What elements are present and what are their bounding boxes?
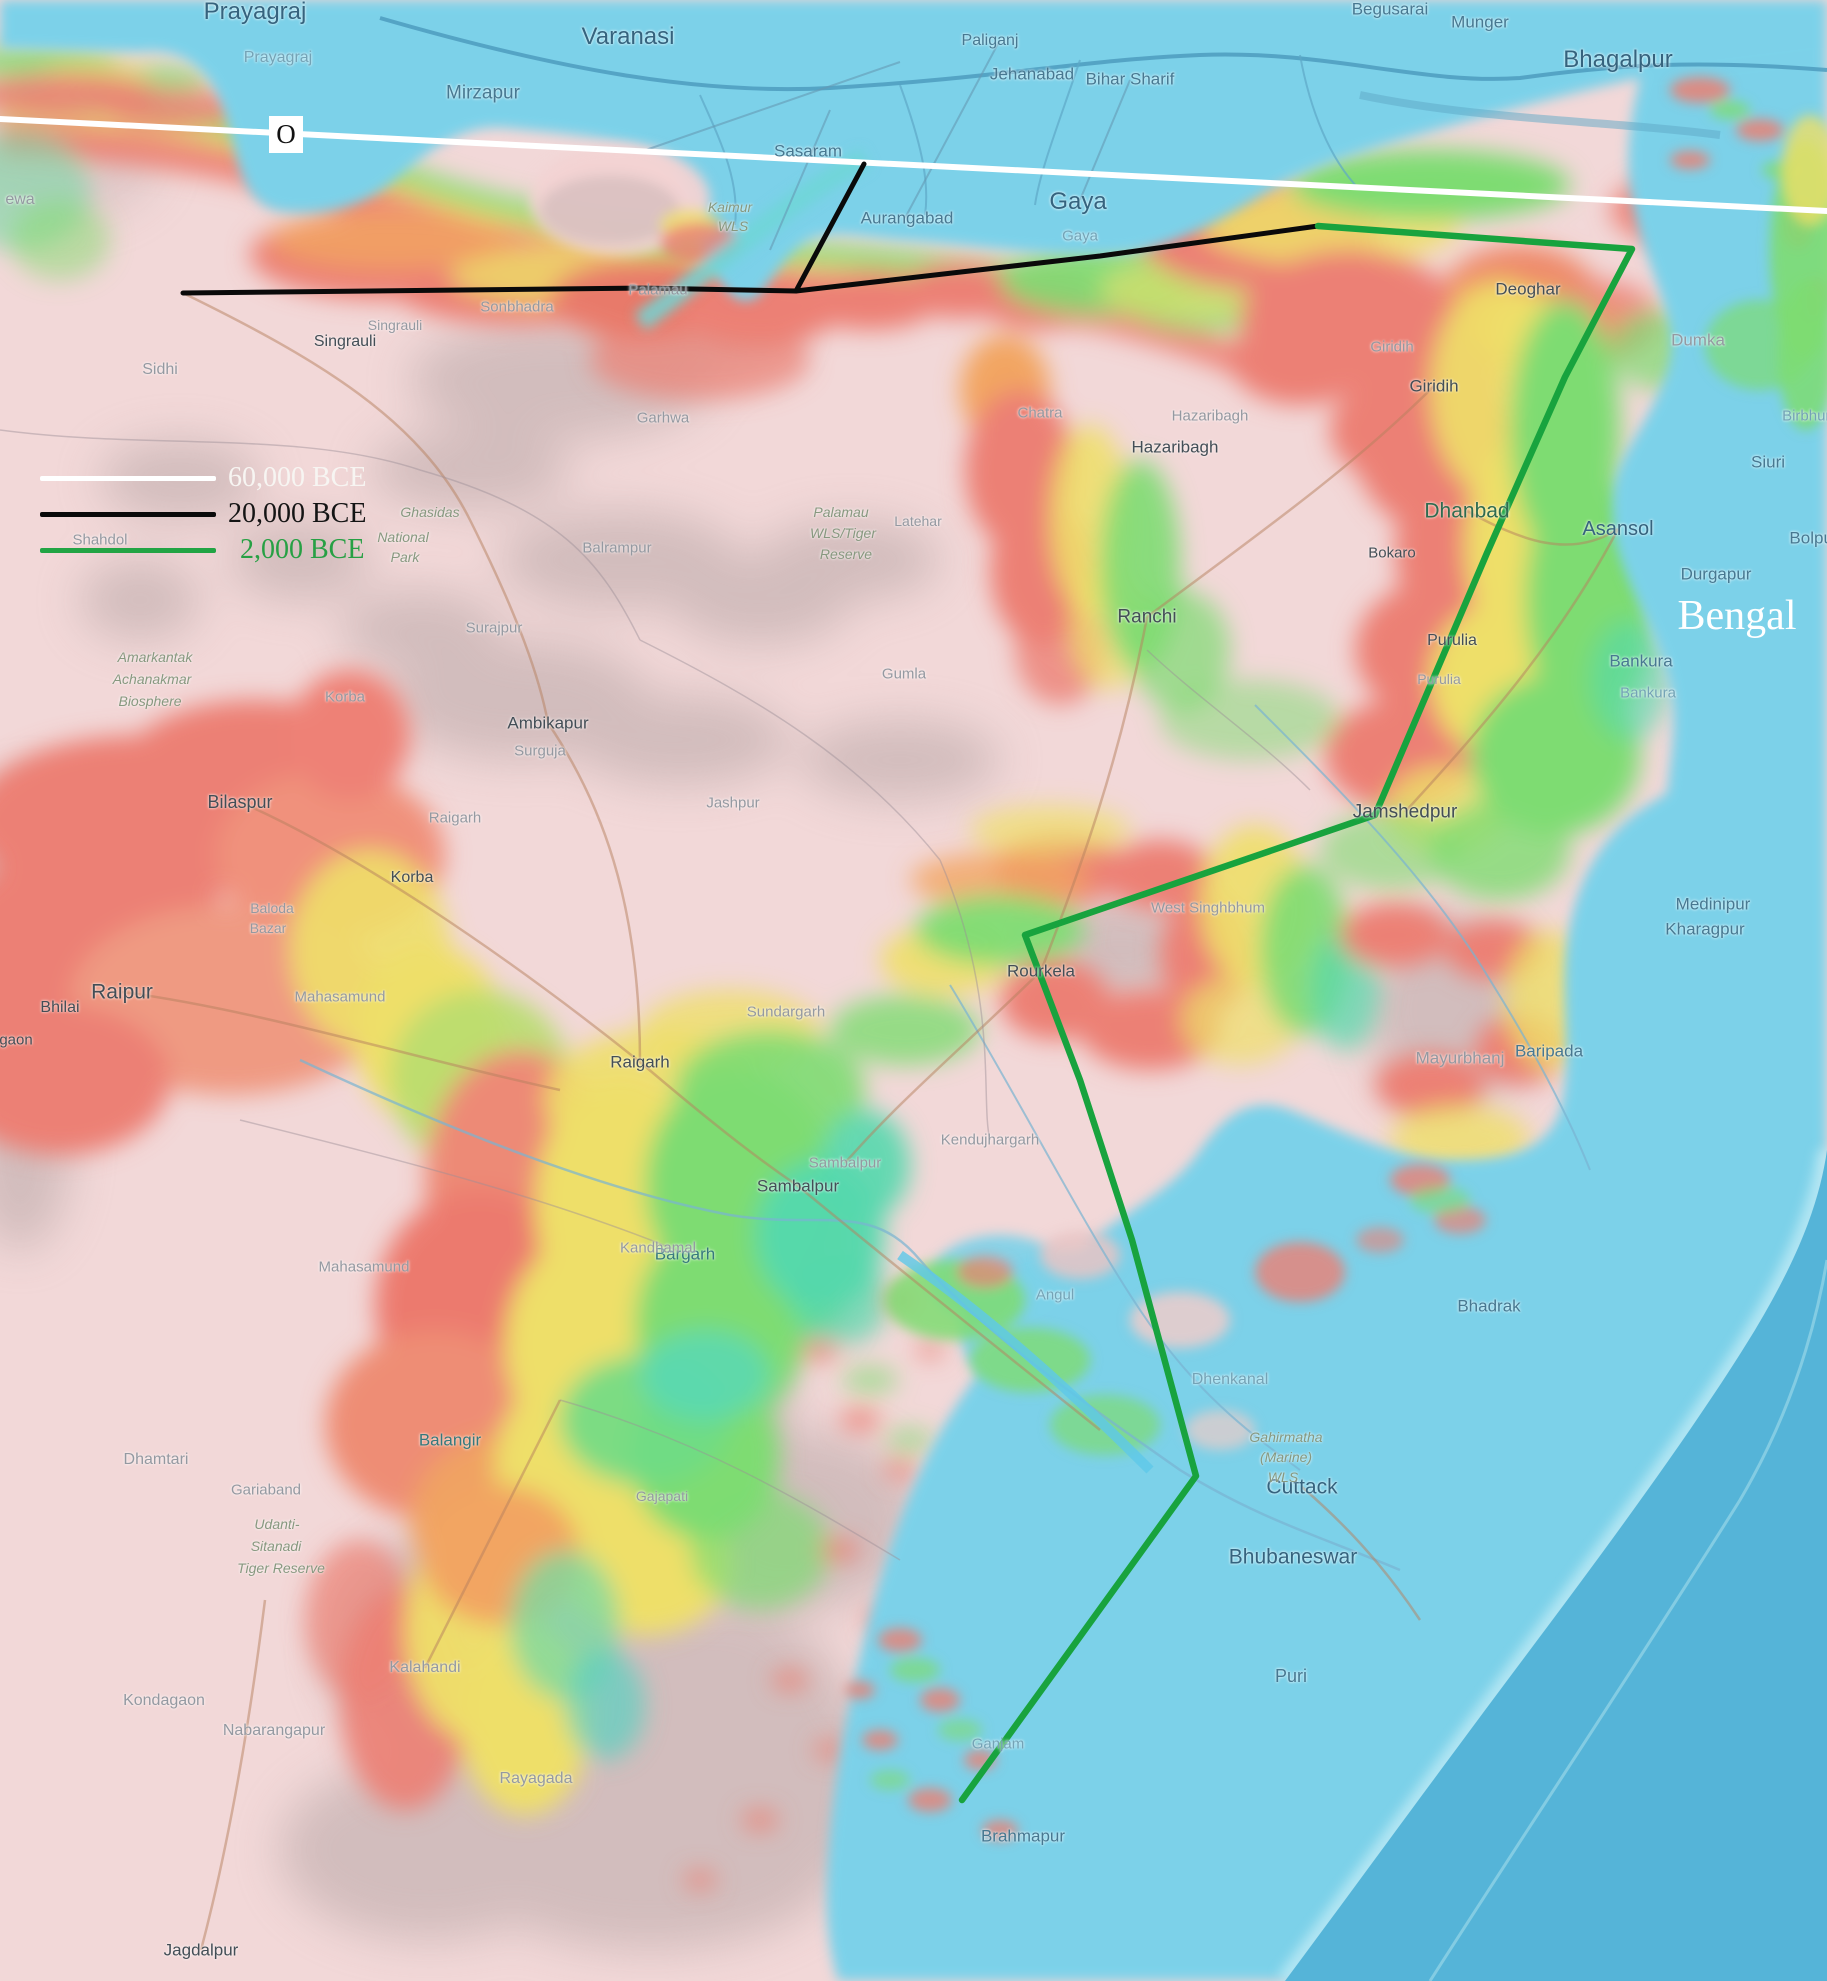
sea-route-line [1428,1259,1827,1981]
rivers-roads [0,16,1827,1951]
legend-line-swatch-60000 [40,476,216,481]
shoreline-20000-bce [793,161,867,294]
deep-sea [1285,1150,1827,1981]
legend-label-2000: 2,000 BCE [240,534,365,565]
legend-line-swatch-2000 [40,548,216,553]
shoreline-2000-bce [958,222,1636,1804]
legend-label-60000: 60,000 BCE [228,462,367,493]
origin-marker: O [269,116,303,153]
shoreline-60000-bce [0,116,1827,214]
legend-label-20000: 20,000 BCE [228,498,367,529]
shorelines [0,116,1827,1804]
legend-line-swatch-20000 [40,512,216,517]
